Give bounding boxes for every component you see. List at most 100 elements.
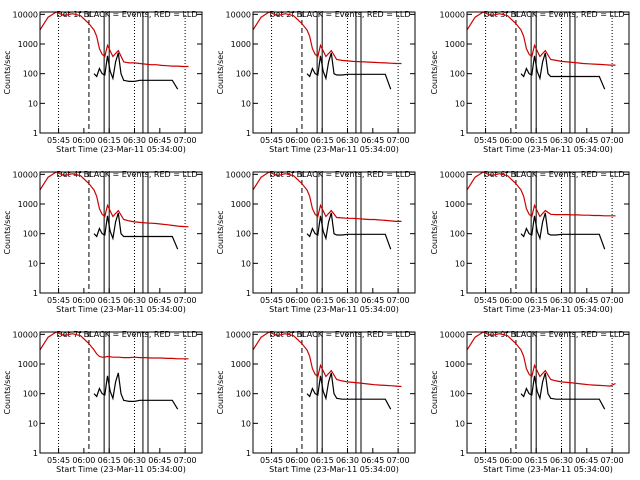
chart-title: Det 9f BLACK = Events, RED = LLD: [483, 330, 624, 339]
series-lld-line: [39, 11, 189, 68]
y-axis-label: Counts/sec: [216, 50, 225, 94]
x-tick-label: 06:30: [336, 456, 359, 465]
y-tick-label: 10: [455, 99, 465, 108]
chart-panel-4: Det 4f BLACK = Events, RED = LLD 1 10 100 10…: [3, 170, 203, 314]
x-axis-label: Start Time (23-Mar-11 05:34:00): [269, 305, 399, 314]
x-axis-label: Start Time (23-Mar-11 05:34:00): [56, 465, 186, 474]
series-events-line: [306, 372, 392, 410]
series-events-line: [520, 212, 606, 250]
x-tick-label: 06:00: [499, 136, 522, 145]
series-lld-line: [39, 331, 189, 360]
x-tick-label: 07:00: [601, 456, 624, 465]
y-tick-label: 1000: [445, 40, 465, 49]
y-tick-label: 1: [460, 129, 465, 138]
plot-frame: [466, 11, 630, 134]
y-tick-label: 100: [450, 230, 465, 239]
y-tick-label: 10000: [226, 330, 251, 339]
x-tick-label: 06:15: [311, 136, 334, 145]
chart-title: Det 8f BLACK = Events, RED = LLD: [269, 330, 410, 339]
x-tick-label: 05:45: [474, 456, 497, 465]
y-tick-label: 1000: [231, 200, 251, 209]
series-events-line: [93, 212, 179, 250]
y-tick-label: 1000: [445, 360, 465, 369]
chart-title: Det 1f BLACK = Events, RED = LLD: [56, 10, 197, 19]
x-tick-label: 07:00: [174, 296, 197, 305]
x-axis-label: Start Time (23-Mar-11 05:34:00): [483, 305, 613, 314]
x-tick-label: 06:45: [575, 456, 598, 465]
x-tick-label: 06:15: [98, 456, 121, 465]
x-tick-label: 06:00: [72, 136, 95, 145]
series-events-line: [520, 52, 606, 90]
y-tick-label: 10000: [226, 170, 251, 179]
y-axis-label: Counts/sec: [430, 50, 439, 94]
chart-panel-8: Det 8f BLACK = Events, RED = LLD 1 10 100 10…: [216, 330, 416, 474]
x-tick-label: 05:45: [260, 296, 283, 305]
y-tick-label: 1: [33, 449, 38, 458]
x-tick-label: 06:45: [575, 296, 598, 305]
series-lld-line: [252, 331, 402, 388]
series-lld-line: [466, 331, 616, 387]
series-lld-line: [252, 171, 402, 222]
y-tick-label: 10: [28, 259, 38, 268]
y-tick-label: 10000: [440, 330, 465, 339]
plot-frame: [466, 331, 630, 454]
x-tick-label: 06:15: [525, 456, 548, 465]
x-tick-label: 06:45: [575, 136, 598, 145]
plot-frame: [39, 171, 203, 294]
plot-frame: [39, 11, 203, 134]
x-tick-label: 06:15: [525, 296, 548, 305]
x-tick-label: 06:00: [72, 456, 95, 465]
y-tick-label: 1000: [231, 40, 251, 49]
x-axis-label: Start Time (23-Mar-11 05:34:00): [56, 145, 186, 154]
y-tick-label: 1000: [18, 200, 38, 209]
x-tick-label: 06:15: [311, 456, 334, 465]
series-lld-line: [466, 171, 616, 218]
chart-panel-6: Det 6f BLACK = Events, RED = LLD 1 10 100 10…: [430, 170, 630, 314]
y-tick-label: 10000: [13, 330, 38, 339]
chart-panel-2: Det 2f BLACK = Events, RED = LLD 1 10 100 10…: [216, 10, 416, 154]
chart-panel-1: Det 1f BLACK = Events, RED = LLD 1 10 100 10…: [3, 10, 203, 154]
x-tick-label: 06:30: [336, 296, 359, 305]
series-events-line: [93, 52, 179, 90]
y-tick-label: 1: [246, 449, 251, 458]
x-axis-label: Start Time (23-Mar-11 05:34:00): [269, 145, 399, 154]
x-tick-label: 05:45: [47, 456, 70, 465]
y-tick-label: 100: [23, 230, 38, 239]
series-lld-line: [39, 171, 189, 228]
series-lld-line: [252, 11, 402, 65]
y-tick-label: 1: [460, 449, 465, 458]
x-tick-label: 05:45: [474, 296, 497, 305]
x-tick-label: 07:00: [387, 136, 410, 145]
x-tick-label: 06:00: [285, 296, 308, 305]
y-tick-label: 100: [450, 70, 465, 79]
x-tick-label: 06:45: [361, 456, 384, 465]
y-tick-label: 10: [241, 259, 251, 268]
chart-panel-3: Det 3f BLACK = Events, RED = LLD 1 10 100 10…: [430, 10, 630, 154]
y-tick-label: 10: [28, 99, 38, 108]
series-events-line: [93, 372, 179, 410]
x-tick-label: 06:00: [499, 296, 522, 305]
x-tick-label: 07:00: [174, 456, 197, 465]
plot-frame: [466, 171, 630, 294]
chart-title: Det 4f BLACK = Events, RED = LLD: [56, 170, 197, 179]
x-axis-label: Start Time (23-Mar-11 05:34:00): [269, 465, 399, 474]
y-tick-label: 10: [455, 259, 465, 268]
series-events-line: [520, 372, 606, 410]
x-tick-label: 07:00: [174, 136, 197, 145]
x-tick-label: 07:00: [601, 136, 624, 145]
x-tick-label: 06:30: [550, 456, 573, 465]
y-tick-label: 10: [241, 419, 251, 428]
x-tick-label: 06:45: [361, 136, 384, 145]
y-tick-label: 10000: [440, 170, 465, 179]
y-tick-label: 1: [33, 289, 38, 298]
x-tick-label: 06:00: [499, 456, 522, 465]
x-tick-label: 06:30: [123, 456, 146, 465]
y-axis-label: Counts/sec: [216, 370, 225, 414]
x-tick-label: 06:15: [311, 296, 334, 305]
chart-title: Det 7f BLACK = Events, RED = LLD: [56, 330, 197, 339]
series-lld-line: [466, 11, 616, 66]
x-tick-label: 06:45: [148, 456, 171, 465]
y-tick-label: 1000: [445, 200, 465, 209]
plot-frame: [252, 11, 416, 134]
